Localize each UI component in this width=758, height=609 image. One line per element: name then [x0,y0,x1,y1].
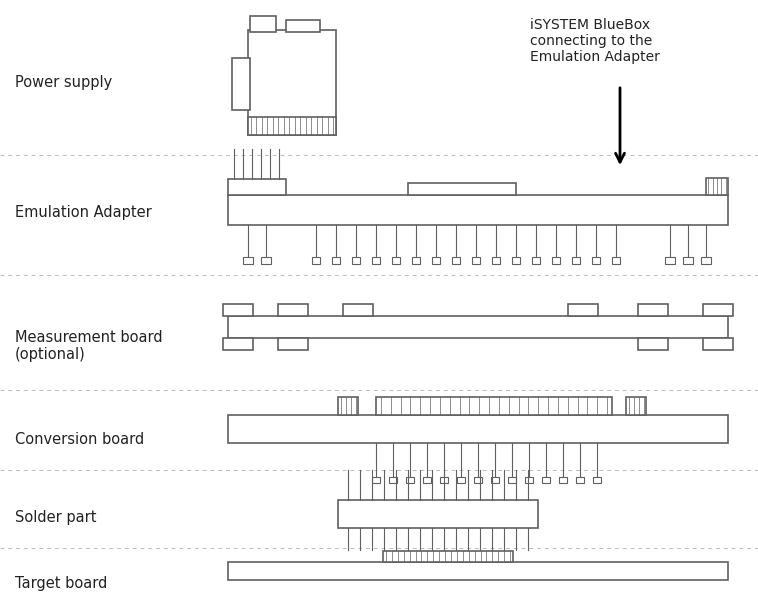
Text: iSYSTEM BlueBox
connecting to the
Emulation Adapter: iSYSTEM BlueBox connecting to the Emulat… [530,18,660,65]
Bar [452,257,460,264]
Bar [278,338,308,350]
Bar [228,562,728,580]
Bar [228,179,286,195]
Bar [512,257,520,264]
Bar [338,397,358,415]
Bar [383,551,513,562]
Bar [243,257,253,264]
Bar [248,117,336,135]
Text: Power supply: Power supply [15,75,112,90]
Bar [706,178,728,195]
Bar [412,257,420,264]
Bar [228,195,728,225]
Bar [432,257,440,264]
Bar [232,58,250,110]
Bar [568,304,598,316]
Text: Solder part: Solder part [15,510,96,525]
Bar [626,397,646,415]
Bar [392,257,400,264]
Bar [440,477,448,483]
Bar [372,257,380,264]
Bar [508,477,516,483]
Bar [572,257,580,264]
Bar [389,477,397,483]
Bar [472,257,480,264]
Bar [457,477,465,483]
Bar [286,20,320,32]
Text: Target board: Target board [15,576,108,591]
Bar [376,397,612,415]
Bar [312,257,320,264]
Text: Measurement board
(optional): Measurement board (optional) [15,330,163,362]
Bar [261,257,271,264]
Bar [338,500,538,528]
Bar [638,304,668,316]
Bar [701,257,711,264]
Bar [552,257,560,264]
Bar [559,477,567,483]
Bar [248,30,336,135]
Bar [406,477,414,483]
Bar [250,16,276,32]
Bar [683,257,693,264]
Bar [491,477,499,483]
Bar [525,477,533,483]
Bar [223,304,253,316]
Bar [278,304,308,316]
Bar [703,304,733,316]
Bar [665,257,675,264]
Text: Emulation Adapter: Emulation Adapter [15,205,152,220]
Bar [474,477,482,483]
Bar [592,257,600,264]
Bar [372,477,380,483]
Bar [576,477,584,483]
Bar [223,338,253,350]
Bar [228,316,728,338]
Text: Conversion board: Conversion board [15,432,144,447]
Bar [593,477,601,483]
Bar [352,257,360,264]
Bar [228,415,728,443]
Bar [638,338,668,350]
Bar [542,477,550,483]
Bar [492,257,500,264]
Bar [423,477,431,483]
Bar [532,257,540,264]
Bar [343,304,373,316]
Bar [332,257,340,264]
Bar [703,338,733,350]
Bar [612,257,620,264]
Bar [408,183,516,195]
